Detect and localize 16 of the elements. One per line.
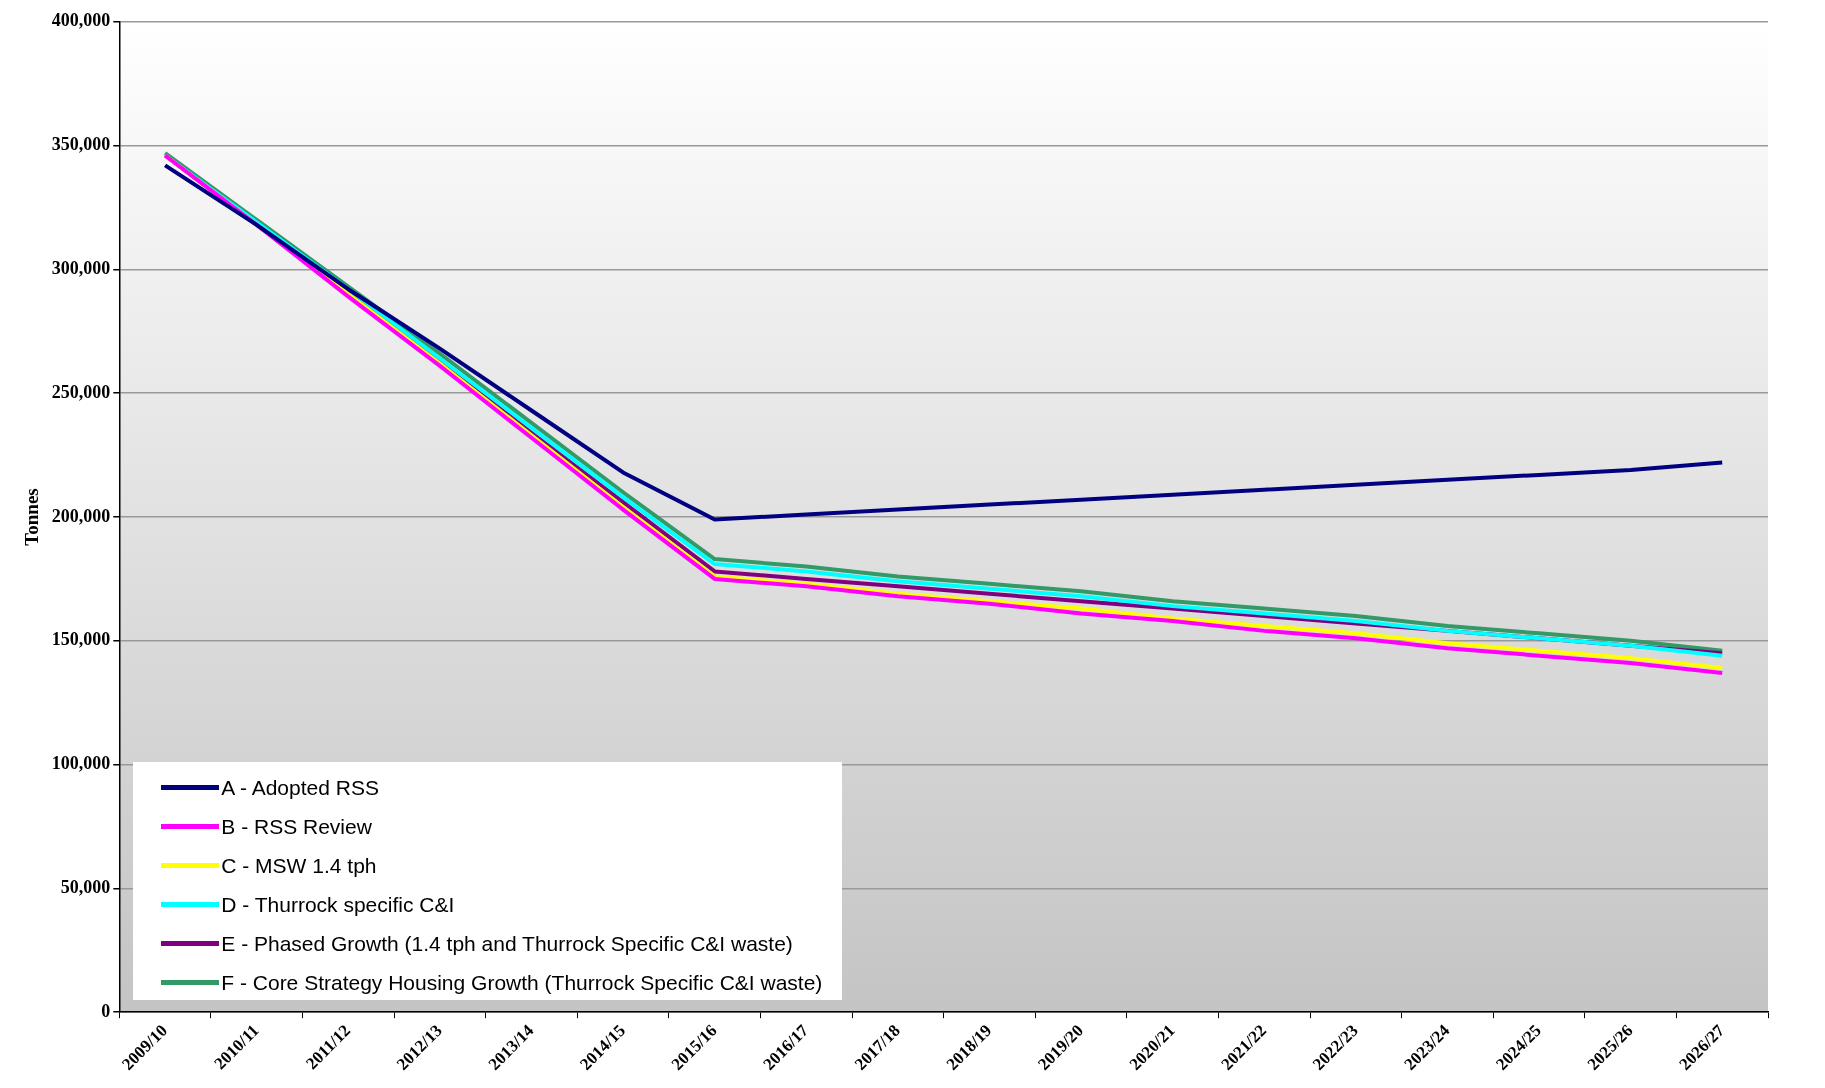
legend-label: B - RSS Review	[221, 814, 372, 839]
legend-label: F - Core Strategy Housing Growth (Thurrock Specific C&I waste)	[221, 970, 823, 995]
y-tick-label: 150,000	[51, 629, 111, 650]
legend-label: E - Phased Growth (1.4 tph and Thurrock Specific C&I waste)	[221, 931, 793, 956]
y-tick-label: 0	[101, 1000, 111, 1021]
y-tick-label: 200,000	[51, 505, 111, 526]
legend-label: C - MSW 1.4 tph	[221, 853, 377, 878]
y-tick-label: 400,000	[51, 10, 111, 31]
y-axis-title: Tonnes	[21, 488, 43, 546]
legend-label: D - Thurrock specific C&I	[221, 892, 455, 917]
legend-label: A - Adopted RSS	[221, 775, 379, 800]
y-tick-label: 50,000	[60, 877, 111, 898]
y-tick-label: 350,000	[51, 134, 111, 155]
y-tick-label: 100,000	[51, 753, 111, 774]
y-tick-label: 300,000	[51, 258, 111, 279]
y-tick-label: 250,000	[51, 381, 111, 402]
